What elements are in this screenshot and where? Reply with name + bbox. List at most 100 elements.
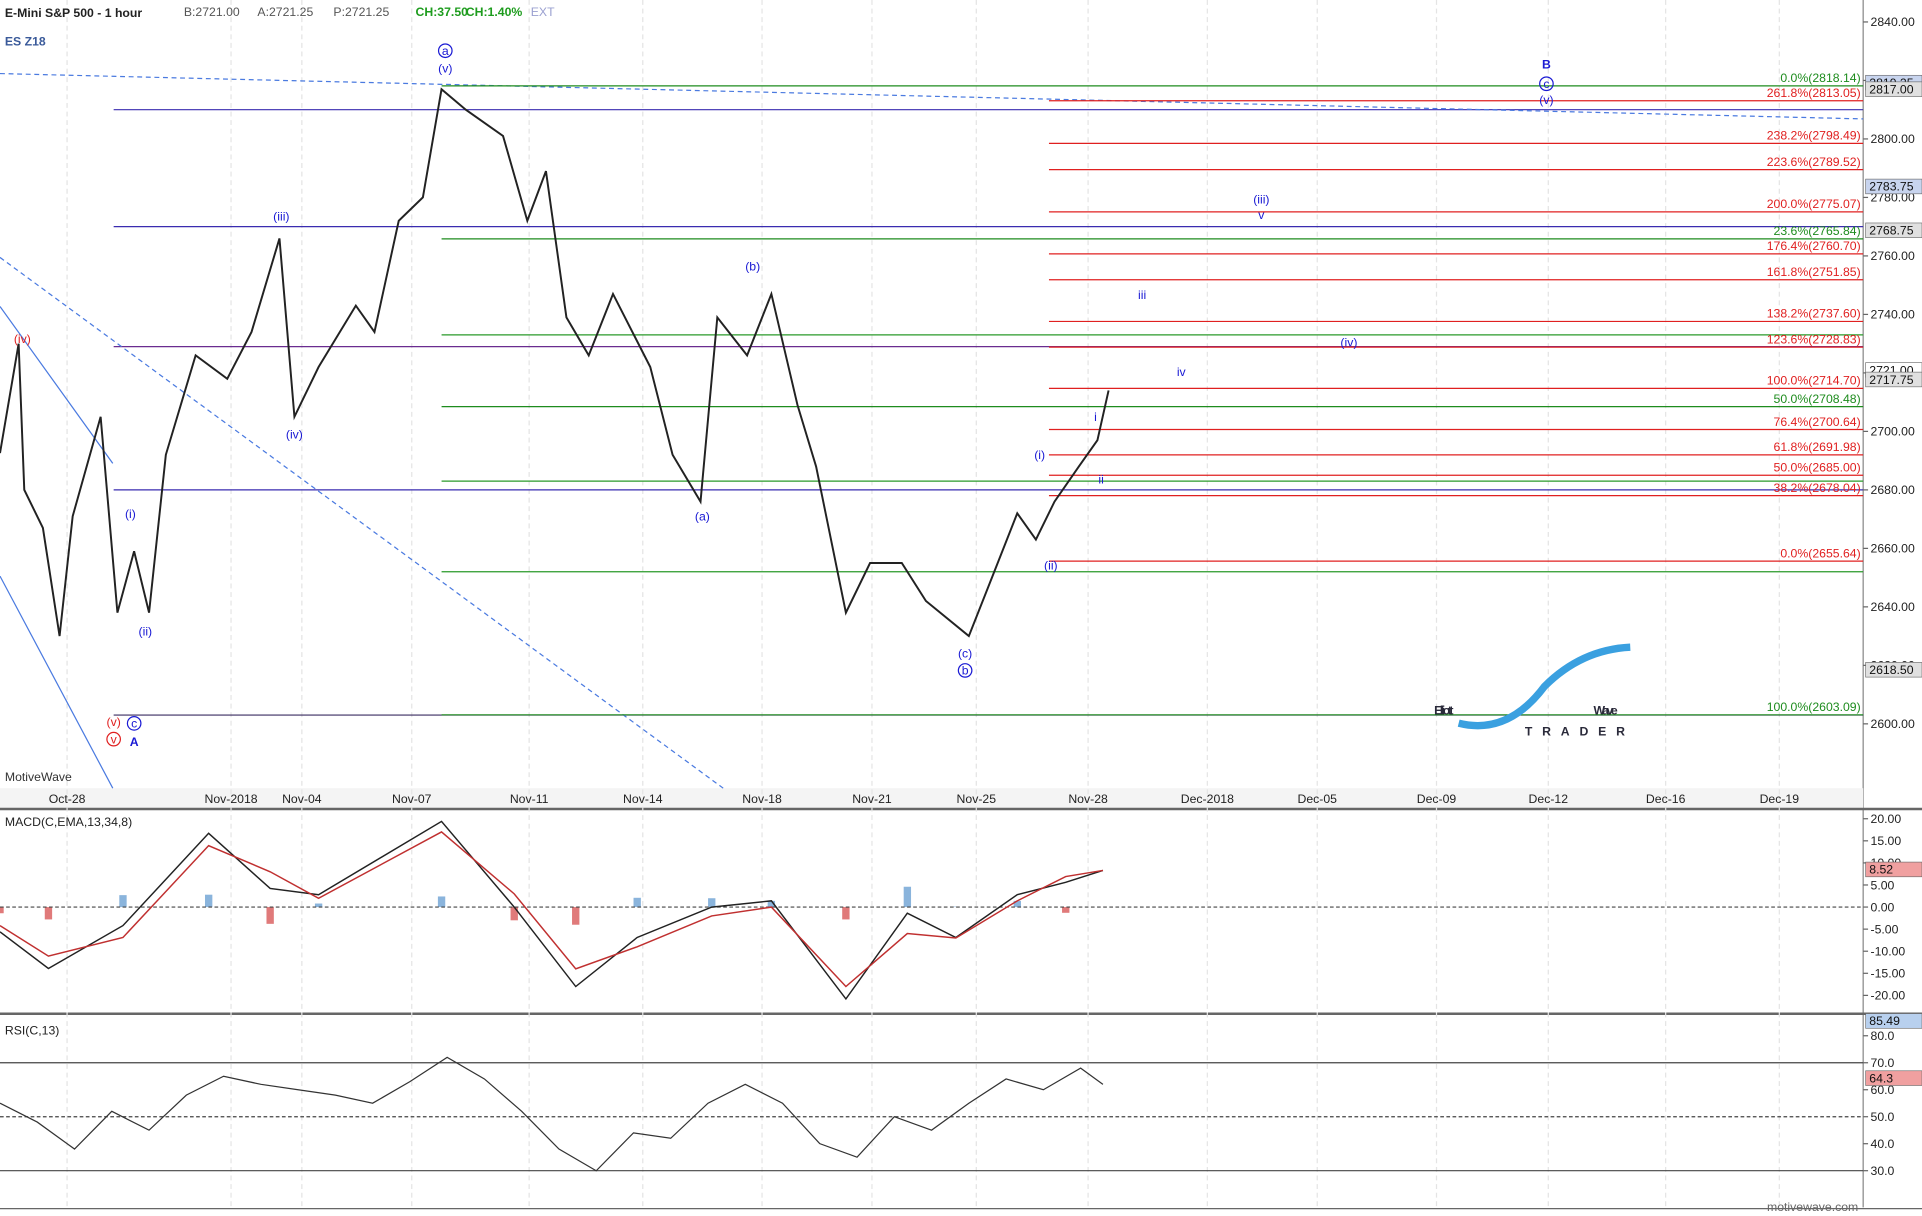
wave-label: (iv) bbox=[14, 332, 31, 346]
histogram-bar bbox=[708, 898, 716, 908]
x-tick-label: Oct-28 bbox=[49, 792, 86, 806]
wave-label: (a) bbox=[695, 510, 710, 524]
wave-label: (v) bbox=[107, 715, 121, 729]
last: P:2721.25 bbox=[333, 5, 389, 19]
y-tick-label: 2600.00 bbox=[1871, 717, 1915, 731]
wave-circle bbox=[957, 663, 973, 678]
change: CH:37.50 bbox=[416, 5, 469, 19]
wave-label: c bbox=[131, 717, 137, 731]
x-tick-label: Dec-12 bbox=[1529, 792, 1569, 806]
x-tick-label: Nov-25 bbox=[957, 792, 997, 806]
fib-label: 0.0%(2655.64) bbox=[1780, 546, 1860, 560]
y-tick-label: 20.00 bbox=[1871, 812, 1902, 826]
y-tick-label: 60.0 bbox=[1871, 1083, 1895, 1097]
y-tick-label: 0.00 bbox=[1871, 900, 1895, 914]
price-tag-label: 2817.00 bbox=[1869, 83, 1913, 97]
price-tag-label: 2768.75 bbox=[1869, 224, 1913, 238]
channel-line bbox=[0, 72, 1864, 120]
panel-title: MACD(C,EMA,13,34,8) bbox=[5, 815, 132, 829]
y-tick-label: -10.00 bbox=[1871, 945, 1906, 959]
y-tick-label: -15.00 bbox=[1871, 967, 1906, 981]
price-tag-label: 2618.50 bbox=[1869, 663, 1913, 677]
y-tick-label: 2740.00 bbox=[1871, 308, 1915, 322]
x-tick-label: Nov-21 bbox=[852, 792, 892, 806]
logo: Elliott Wave TRADER bbox=[1434, 643, 1631, 738]
histogram-bar bbox=[842, 907, 850, 920]
logo-swoosh bbox=[1457, 643, 1631, 730]
y-tick-label: 50.0 bbox=[1871, 1110, 1895, 1124]
histogram-bar bbox=[903, 886, 912, 908]
price-tag-label: 8.52 bbox=[1869, 863, 1893, 877]
y-tick-label: -20.00 bbox=[1871, 989, 1906, 1003]
histogram-bar bbox=[572, 907, 580, 925]
wave-label: (c) bbox=[958, 647, 972, 661]
date-axis-band bbox=[0, 788, 1864, 810]
channel-line bbox=[0, 575, 114, 789]
histogram-bar bbox=[204, 894, 213, 908]
wave-label: (iv) bbox=[286, 427, 303, 441]
price-tag-label: 2717.75 bbox=[1869, 373, 1913, 387]
wave-label: b bbox=[962, 664, 969, 678]
fib-label: 100.0%(2714.70) bbox=[1767, 374, 1861, 388]
price-tag-label: 64.3 bbox=[1869, 1071, 1893, 1085]
wave-label: (i) bbox=[125, 507, 136, 521]
fib-label: 50.0%(2708.48) bbox=[1774, 392, 1861, 406]
fib-label: 50.0%(2685.00) bbox=[1774, 461, 1861, 475]
y-tick-label: 2640.00 bbox=[1871, 600, 1915, 614]
y-tick-label: 2780.00 bbox=[1871, 191, 1915, 205]
symbol: ES Z18 bbox=[5, 34, 46, 48]
fib-label: 100.0%(2603.09) bbox=[1767, 700, 1861, 714]
wave-circle bbox=[126, 716, 142, 731]
wave-label: B bbox=[1542, 57, 1551, 71]
fib-label: 161.8%(2751.85) bbox=[1767, 265, 1861, 279]
y-tick-label: 5.00 bbox=[1871, 878, 1895, 892]
rsi-line bbox=[0, 1056, 1104, 1172]
price-tag bbox=[1865, 1013, 1922, 1029]
wave-label: v bbox=[111, 732, 118, 746]
histogram-bar bbox=[767, 900, 776, 908]
y-tick-label: 2700.00 bbox=[1871, 425, 1915, 439]
logo-word: Elliott bbox=[1434, 704, 1453, 718]
fib-label: 223.6%(2789.52) bbox=[1767, 155, 1861, 169]
histogram-bar bbox=[1013, 900, 1021, 908]
macd-line bbox=[0, 831, 1104, 988]
x-tick-label: Nov-2018 bbox=[204, 792, 257, 806]
y-tick-label: 30.0 bbox=[1871, 1164, 1895, 1178]
x-tick-label: Dec-05 bbox=[1298, 792, 1338, 806]
x-tick-label: Nov-28 bbox=[1068, 792, 1108, 806]
bid: B:2721.00 bbox=[184, 5, 240, 19]
ask: A:2721.25 bbox=[257, 5, 313, 19]
y-tick-label: 15.00 bbox=[1871, 834, 1902, 848]
histogram-bar bbox=[44, 907, 53, 920]
y-tick-label: 40.0 bbox=[1871, 1137, 1895, 1151]
channel-line bbox=[0, 256, 724, 789]
macd-line bbox=[0, 820, 1104, 1001]
fib-label: 176.4%(2760.70) bbox=[1767, 239, 1861, 253]
price-tag bbox=[1865, 371, 1922, 388]
footer: motivewave.com bbox=[1767, 1200, 1858, 1214]
logo-word: Wave bbox=[1593, 704, 1617, 718]
y-tick-label: 2840.00 bbox=[1871, 15, 1915, 29]
x-tick-label: Nov-11 bbox=[510, 792, 549, 806]
fib-label: 76.4%(2700.64) bbox=[1774, 415, 1861, 429]
session: EXT bbox=[531, 5, 555, 19]
fib-label: 23.6%(2765.84) bbox=[1774, 224, 1861, 238]
histogram-bar bbox=[510, 907, 518, 921]
x-tick-label: Nov-14 bbox=[623, 792, 663, 806]
price-tag bbox=[1865, 178, 1922, 195]
histogram-bar bbox=[266, 907, 274, 924]
price-tag bbox=[1865, 81, 1922, 97]
price-tag bbox=[1865, 1070, 1922, 1086]
wave-label: (iii) bbox=[1253, 192, 1269, 206]
wave-label: i bbox=[1094, 410, 1097, 424]
fib-label: 238.2%(2798.49) bbox=[1767, 129, 1861, 143]
x-tick-label: Dec-19 bbox=[1760, 792, 1800, 806]
chart-title: E-Mini S&P 500 - 1 hour bbox=[5, 6, 143, 20]
x-tick-label: Nov-18 bbox=[742, 792, 782, 806]
x-tick-label: Dec-09 bbox=[1417, 792, 1457, 806]
wave-label: (iv) bbox=[1340, 336, 1357, 350]
fib-label: 38.2%(2678.04) bbox=[1774, 481, 1861, 495]
panel-title: RSI(C,13) bbox=[5, 1024, 59, 1038]
price-tag-label: 85.49 bbox=[1869, 1014, 1900, 1028]
